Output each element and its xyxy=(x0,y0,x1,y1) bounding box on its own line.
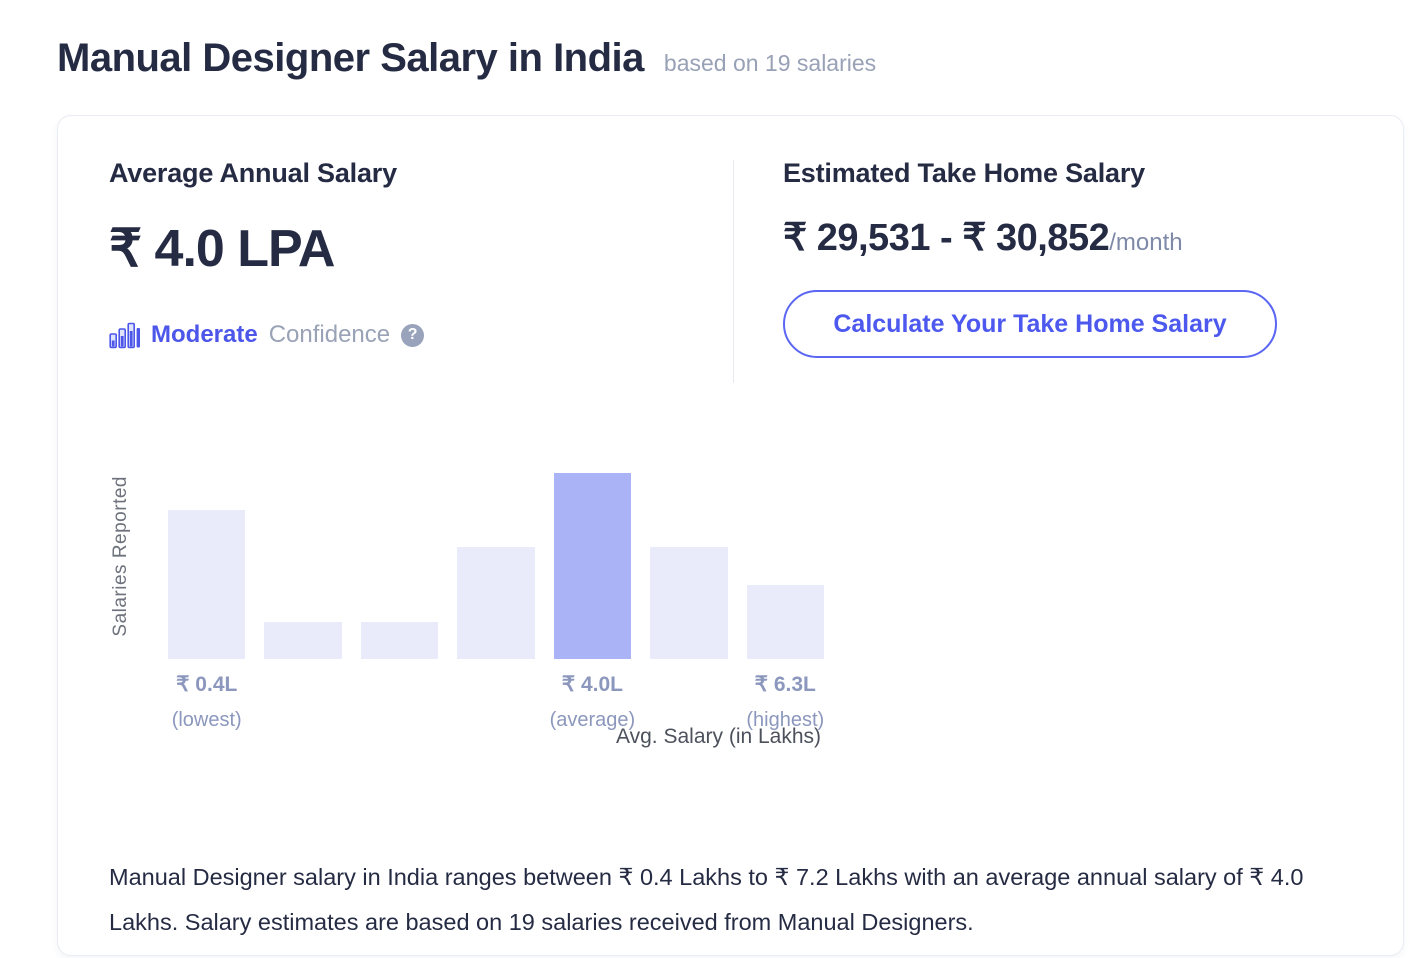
salary-count-subtitle: based on 19 salaries xyxy=(663,50,877,76)
salary-distribution-chart: Salaries Reported ₹ 0.4L (lowest) ₹ 4.0L (a… xyxy=(106,453,824,748)
confidence-bars-icon xyxy=(109,322,140,349)
bar[interactable] xyxy=(168,510,246,659)
confidence-level-label: Moderate xyxy=(151,321,258,348)
bar[interactable] xyxy=(746,584,824,659)
confidence-row: Moderate Confidence ? xyxy=(109,321,733,349)
summary-section: Average Annual Salary ₹ 4.0 LPA Moderate xyxy=(109,158,1353,383)
y-axis-label-box: Salaries Reported xyxy=(106,453,136,659)
average-salary-heading: Average Annual Salary xyxy=(109,158,397,188)
x-tick-value: ₹ 0.4L xyxy=(176,673,238,696)
average-salary-column: Average Annual Salary ₹ 4.0 LPA Moderate xyxy=(109,158,733,383)
bar-highlighted[interactable] xyxy=(553,473,632,659)
bar-column xyxy=(360,473,439,659)
x-tick-value: ₹ 4.0L xyxy=(561,673,624,696)
bar[interactable] xyxy=(264,621,342,659)
bar[interactable] xyxy=(360,621,439,659)
bar[interactable] xyxy=(650,547,728,659)
salary-summary-card: Average Annual Salary ₹ 4.0 LPA Moderate xyxy=(57,115,1404,956)
x-tick-label: ₹ 4.0L (average) xyxy=(534,672,650,732)
bar[interactable] xyxy=(457,547,535,659)
take-home-column: Estimated Take Home Salary ₹ 29,531 - ₹ … xyxy=(734,158,1353,383)
page-title: Manual Designer Salary in India xyxy=(57,36,644,80)
x-tick-note: (lowest) xyxy=(171,709,242,731)
bar-column: ₹ 4.0L (average) xyxy=(550,473,635,731)
vertical-divider xyxy=(733,160,734,383)
range-from: ₹ 29,531 xyxy=(783,217,930,259)
range-period: /month xyxy=(1109,229,1183,256)
salary-description-text: Manual Designer salary in India ranges b… xyxy=(109,863,1304,935)
x-tick-note: (average) xyxy=(549,709,636,731)
range-to: ₹ 30,852 xyxy=(962,217,1110,259)
calculate-take-home-button[interactable]: Calculate Your Take Home Salary xyxy=(783,290,1277,358)
page-header: Manual Designer Salary in India based on… xyxy=(57,36,876,81)
bar-column: ₹ 0.4L (lowest) xyxy=(168,473,246,731)
bar-column xyxy=(650,473,728,659)
y-axis-label: Salaries Reported xyxy=(110,475,131,637)
bar-column xyxy=(264,473,342,659)
take-home-range: ₹ 29,531 - ₹ 30,852/month xyxy=(783,215,1353,260)
x-tick-label: ₹ 0.4L (lowest) xyxy=(149,672,265,732)
x-tick-note: (highest) xyxy=(746,709,825,731)
take-home-heading: Estimated Take Home Salary xyxy=(783,158,1145,188)
question-mark-icon[interactable]: ? xyxy=(401,323,425,347)
bar-column: ₹ 6.3L (highest) xyxy=(746,473,824,731)
x-axis-title: Avg. Salary (in Lakhs) xyxy=(616,725,822,748)
bar-column xyxy=(457,473,535,659)
x-tick-label: ₹ 6.3L (highest) xyxy=(727,672,843,732)
bars-area: ₹ 0.4L (lowest) ₹ 4.0L (average) ₹ 6.3L (high… xyxy=(168,473,824,748)
average-salary-amount: ₹ 4.0 LPA xyxy=(109,220,335,278)
confidence-word-label: Confidence xyxy=(268,321,391,348)
x-tick-value: ₹ 6.3L xyxy=(754,673,816,696)
range-separator: - xyxy=(929,217,963,259)
